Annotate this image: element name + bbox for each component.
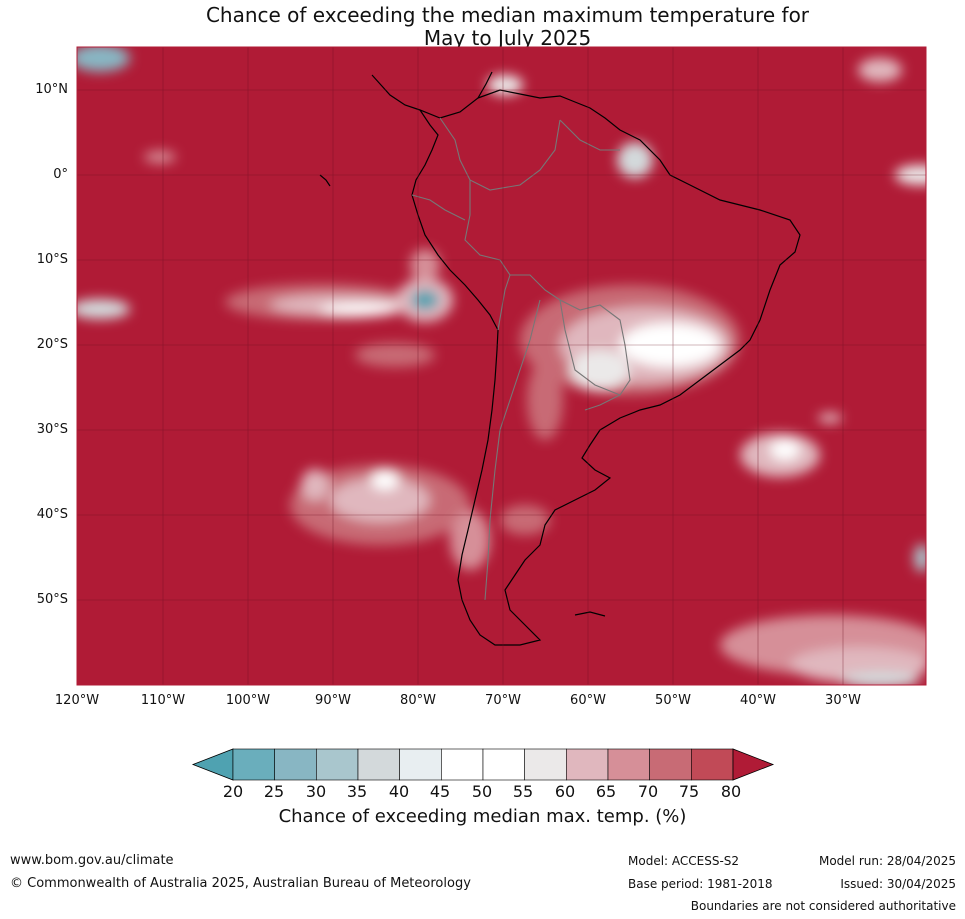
legend-tick: 20	[222, 782, 244, 801]
legend-swatch	[691, 748, 734, 781]
map-title-line2: May to July 2025	[423, 26, 592, 50]
lon-label: 60°W	[570, 693, 606, 708]
legend-tick: 50	[471, 782, 493, 801]
legend-swatch	[441, 748, 484, 781]
lon-label: 30°W	[825, 693, 861, 708]
graticule	[77, 47, 926, 685]
map-background	[77, 47, 926, 685]
map-title: Chance of exceeding the median maximum t…	[0, 4, 965, 50]
lon-label: 110°W	[140, 693, 186, 708]
legend-tick: 30	[305, 782, 327, 801]
lat-label: 50°S	[36, 592, 68, 607]
lon-label: 50°W	[655, 693, 691, 708]
legend-swatch	[232, 748, 275, 781]
lat-label: 30°S	[36, 422, 68, 437]
legend-swatch	[566, 748, 609, 781]
map-title-line1: Chance of exceeding the median maximum t…	[205, 3, 810, 27]
legend-swatch	[524, 748, 567, 781]
legend-tick: 25	[263, 782, 285, 801]
issued-date: Issued: 30/04/2025	[840, 877, 956, 891]
legend-tick: 70	[637, 782, 659, 801]
lat-label: 40°S	[36, 507, 68, 522]
legend-tick: 35	[346, 782, 368, 801]
legend-tick: 45	[429, 782, 451, 801]
lat-label: 10°S	[36, 252, 68, 267]
boundaries-disclaimer: Boundaries are not considered authoritat…	[690, 899, 956, 913]
legend-swatch	[357, 748, 400, 781]
lon-label: 40°W	[740, 693, 776, 708]
legend-tick: 40	[388, 782, 410, 801]
legend-swatch	[482, 748, 525, 781]
legend-swatch	[274, 748, 317, 781]
lon-label: 80°W	[400, 693, 436, 708]
model-name: Model: ACCESS-S2	[628, 854, 740, 868]
forecast-map	[76, 46, 927, 686]
colour-legend	[191, 748, 775, 781]
lon-label: 100°W	[225, 693, 271, 708]
colour-legend-bar	[191, 748, 775, 781]
lat-label: 20°S	[36, 337, 68, 352]
legend-tick: 80	[720, 782, 742, 801]
base-period: Base period: 1981-2018	[628, 877, 773, 891]
legend-swatch	[607, 748, 650, 781]
legend-tick: 75	[678, 782, 700, 801]
legend-tick: 60	[554, 782, 576, 801]
lon-label: 90°W	[315, 693, 351, 708]
probability-anomalies	[77, 47, 926, 685]
model-run-date: Model run: 28/04/2025	[818, 854, 956, 868]
legend-tick: 55	[512, 782, 534, 801]
website-link[interactable]: www.bom.gov.au/climate	[10, 853, 174, 868]
lon-label: 120°W	[54, 693, 100, 708]
legend-tick: 65	[595, 782, 617, 801]
lon-label: 70°W	[485, 693, 521, 708]
legend-title: Chance of exceeding median max. temp. (%…	[278, 806, 687, 827]
legend-swatch	[649, 748, 692, 781]
legend-arrow-low	[191, 748, 234, 781]
map-frame	[76, 46, 927, 686]
legend-arrow-high	[732, 748, 775, 781]
lat-label: 10°N	[35, 82, 68, 97]
legend-swatch	[399, 748, 442, 781]
copyright-text: © Commonwealth of Australia 2025, Austra…	[10, 876, 471, 891]
lat-label: 0°	[53, 167, 68, 182]
legend-swatch	[316, 748, 359, 781]
